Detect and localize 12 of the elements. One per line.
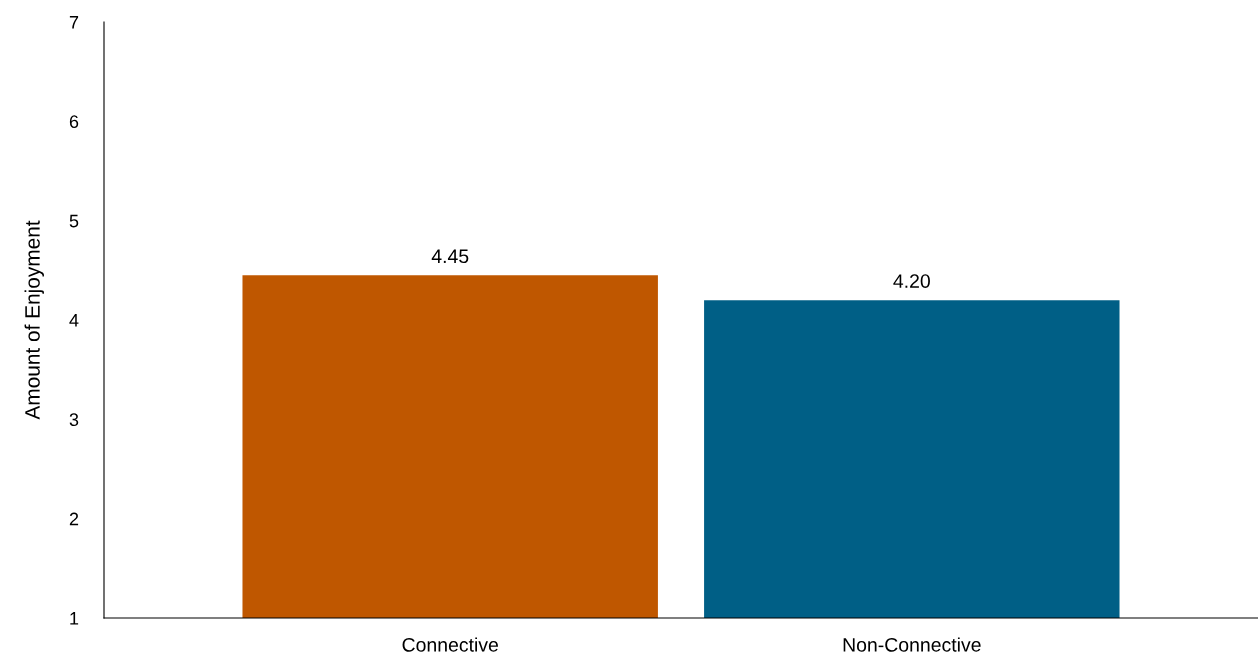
y-tick-label: 4 xyxy=(69,314,79,327)
y-axis-title: Amount of Enjoyment xyxy=(24,220,44,420)
x-tick-label: Connective xyxy=(402,637,498,652)
y-tick-label: 1 xyxy=(70,612,79,625)
x-tick-label: Non-Connective xyxy=(843,637,981,652)
y-tick-label: 3 xyxy=(69,413,79,427)
y-tick-label: 2 xyxy=(69,512,79,526)
data-label: 4.45 xyxy=(431,249,469,264)
y-tick-label: 7 xyxy=(69,16,79,29)
y-tick-label: 6 xyxy=(69,115,79,129)
y-tick-label: 5 xyxy=(69,214,79,228)
data-label: 4.20 xyxy=(893,274,930,288)
